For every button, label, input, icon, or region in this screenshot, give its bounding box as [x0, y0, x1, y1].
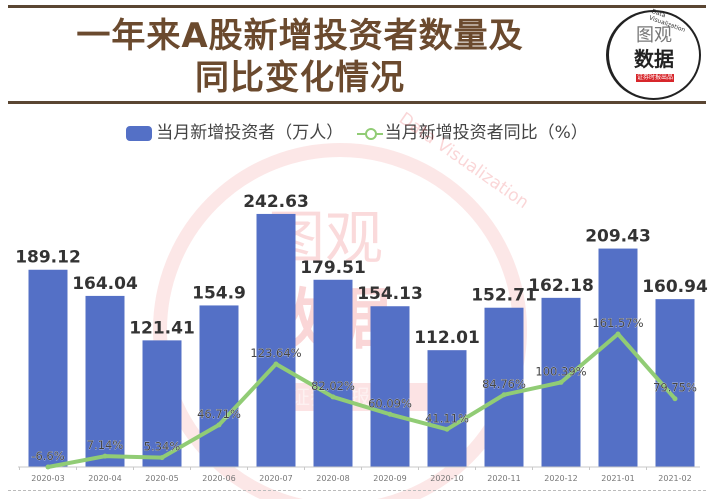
legend-bar-label: 当月新增投资者（万人）	[156, 123, 344, 143]
x-axis-tick-label: 2020-11	[487, 474, 520, 483]
bar-value-labels: 189.12 164.04 121.41 154.9 242.63 179.51 154.1…	[15, 192, 708, 348]
line-point[interactable]	[672, 396, 678, 402]
x-axis-tick-label: 2021-01	[601, 474, 634, 483]
line-point[interactable]	[102, 453, 108, 459]
x-axis-tick-label: 2020-03	[31, 474, 64, 483]
bar[interactable]	[598, 248, 638, 467]
line-point[interactable]	[444, 426, 450, 432]
yoy-line	[47, 331, 677, 469]
x-axis-tick-label: 2020-07	[259, 474, 292, 483]
legend-line-label: 当月新增投资者同比（%）	[384, 123, 588, 143]
bar-value-label: 154.9	[192, 283, 246, 303]
x-axis-tick-label: 2020-08	[316, 474, 349, 483]
x-axis-tick-label: 2020-04	[88, 474, 121, 483]
logo-line1: 图观	[636, 25, 672, 46]
bar-value-label: 209.43	[585, 227, 651, 247]
x-axis-tick-label: 2020-09	[373, 474, 406, 483]
bar[interactable]	[85, 295, 125, 467]
brand-logo: Data Visualization 图观 数据 证券时报出品	[606, 8, 701, 100]
logo-badge: 证券时报出品	[636, 74, 674, 82]
bar[interactable]	[313, 279, 353, 467]
bar[interactable]	[427, 350, 467, 467]
x-axis-tick-label: 2020-10	[430, 474, 463, 483]
line-point[interactable]	[273, 361, 279, 367]
bar-value-label: 160.94	[642, 277, 708, 297]
legend-item-line[interactable]: 当月新增投资者同比（%）	[356, 118, 588, 143]
bar-value-label: 121.41	[129, 318, 195, 338]
line-value-labels: -6.6% 7.14% 5.34% 46.71% 123.64% 82.02% 60.09%…	[31, 316, 697, 463]
line-point[interactable]	[558, 379, 564, 385]
line-value-label: 46.71%	[197, 407, 241, 421]
line-point[interactable]	[45, 464, 51, 470]
bar-value-label: 179.51	[300, 258, 366, 278]
logo-line2: 数据	[634, 47, 674, 71]
line-value-label: 161.57%	[592, 316, 643, 330]
bar[interactable]	[199, 305, 239, 467]
x-axis-tick-label: 2020-06	[202, 474, 235, 483]
chart-title-line1: 一年来A股新增投资者数量及	[76, 16, 524, 56]
line-point[interactable]	[501, 392, 507, 398]
line-point[interactable]	[615, 331, 621, 337]
x-axis-tick-label: 2020-05	[145, 474, 178, 483]
x-axis: 2020-03 2020-04 2020-05 2020-06 2020-07 2020-…	[18, 466, 700, 483]
line-value-label: 123.64%	[250, 346, 301, 360]
line-point[interactable]	[330, 394, 336, 400]
x-axis-tick-label: 2021-02	[658, 474, 691, 483]
bar[interactable]	[28, 269, 68, 467]
line-value-label: 41.11%	[425, 411, 469, 425]
footer-dashed-divider	[8, 490, 706, 491]
line-value-label: 84.76%	[482, 377, 526, 391]
legend-bar-swatch-icon	[126, 125, 153, 141]
line-value-label: 5.34%	[144, 440, 181, 454]
chart-legend: 当月新增投资者（万人） 当月新增投资者同比（%）	[0, 118, 714, 143]
bar-value-label: 189.12	[15, 248, 81, 268]
bar-value-label: 164.04	[72, 274, 138, 294]
legend-item-bar[interactable]: 当月新增投资者（万人）	[126, 118, 343, 143]
bottom-rule	[8, 101, 706, 104]
bar-value-label: 162.18	[528, 276, 594, 296]
line-value-label: 82.02%	[311, 379, 355, 393]
line-value-label: 60.09%	[368, 396, 412, 410]
line-value-label: 7.14%	[87, 438, 124, 452]
line-value-label: 79.75%	[653, 381, 697, 395]
line-point[interactable]	[387, 411, 393, 417]
legend-line-swatch-icon	[356, 126, 383, 141]
bar-value-label: 242.63	[243, 192, 309, 212]
line-series	[45, 331, 678, 470]
line-point[interactable]	[216, 422, 222, 428]
bar[interactable]	[484, 307, 524, 467]
line-value-label: -6.6%	[31, 449, 64, 463]
bar[interactable]	[370, 306, 410, 467]
chart-title-line2: 同比变化情况	[195, 58, 405, 98]
bar-value-label: 152.71	[471, 286, 537, 306]
x-axis-tick-label: 2020-12	[544, 474, 577, 483]
bar-series	[28, 213, 695, 467]
line-point[interactable]	[159, 455, 165, 461]
bar[interactable]	[142, 340, 182, 467]
top-rule	[8, 5, 706, 8]
bar-value-label: 154.13	[357, 284, 423, 304]
bar-value-label: 112.01	[414, 328, 480, 348]
bar[interactable]	[256, 213, 296, 467]
line-value-label: 100.39%	[535, 364, 586, 378]
